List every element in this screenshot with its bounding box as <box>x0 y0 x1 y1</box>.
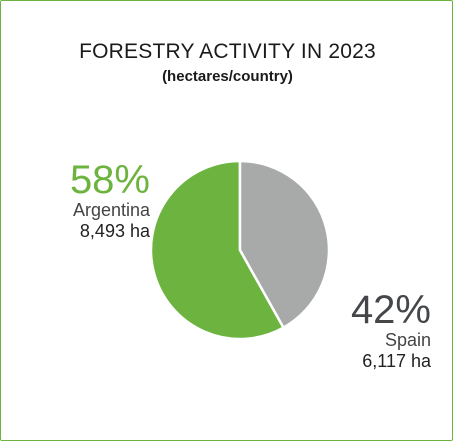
chart-subtitle: (hectares/country) <box>162 68 293 85</box>
slice-value: 8,493 ha <box>79 221 150 241</box>
slice-name: Spain <box>384 330 431 350</box>
pie-slice-argentina <box>149 159 286 341</box>
chart-title: FORESTRY ACTIVITY IN 2023 <box>79 40 376 63</box>
slice-percent: 58% <box>69 158 150 202</box>
slice-name: Argentina <box>72 200 150 220</box>
slice-value: 6,117 ha <box>362 351 431 371</box>
slice-label-argentina: 58% Argentina 8,493 ha <box>70 160 150 242</box>
pie-slice-spain <box>238 159 331 330</box>
slice-percent: 42% <box>350 288 431 332</box>
slice-label-spain: 42% Spain 6,117 ha <box>351 290 431 372</box>
